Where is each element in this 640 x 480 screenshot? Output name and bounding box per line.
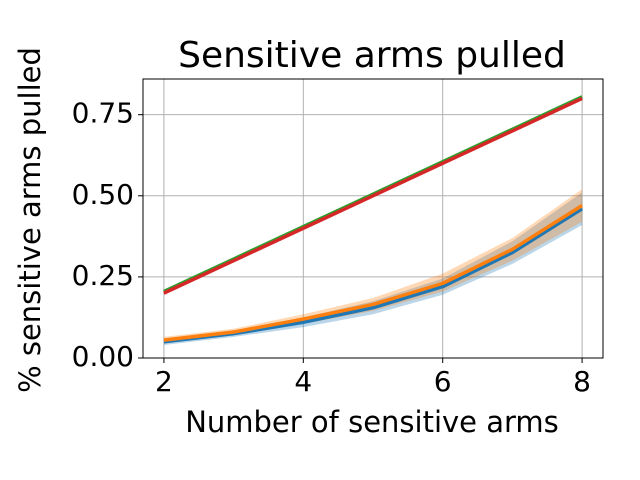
y-tick-label: 0.50 [72,178,134,211]
x-tick-label: 8 [573,365,591,398]
series-line [163,204,584,342]
ticks: 2 4 6 8 0.00 0.25 0.50 0.75 [72,97,591,398]
x-tick-label: 4 [294,365,312,398]
y-tick-label: 0.25 [72,259,134,292]
x-axis-label: Number of sensitive arms [185,405,559,439]
plot-frame [142,78,604,359]
confidence-band [163,189,583,344]
series-line [163,96,583,295]
y-tick-label: 0.75 [72,97,134,130]
confidence-band [163,192,583,346]
x-tick-label: 6 [434,365,452,398]
x-tick-label: 2 [155,365,173,398]
plot-data [163,95,584,346]
y-axis-label: % sensitive arms pulled [13,47,47,393]
series-line [163,207,584,344]
y-tick-label: 0.00 [72,340,134,373]
chart-title: Sensitive arms pulled [178,35,566,76]
